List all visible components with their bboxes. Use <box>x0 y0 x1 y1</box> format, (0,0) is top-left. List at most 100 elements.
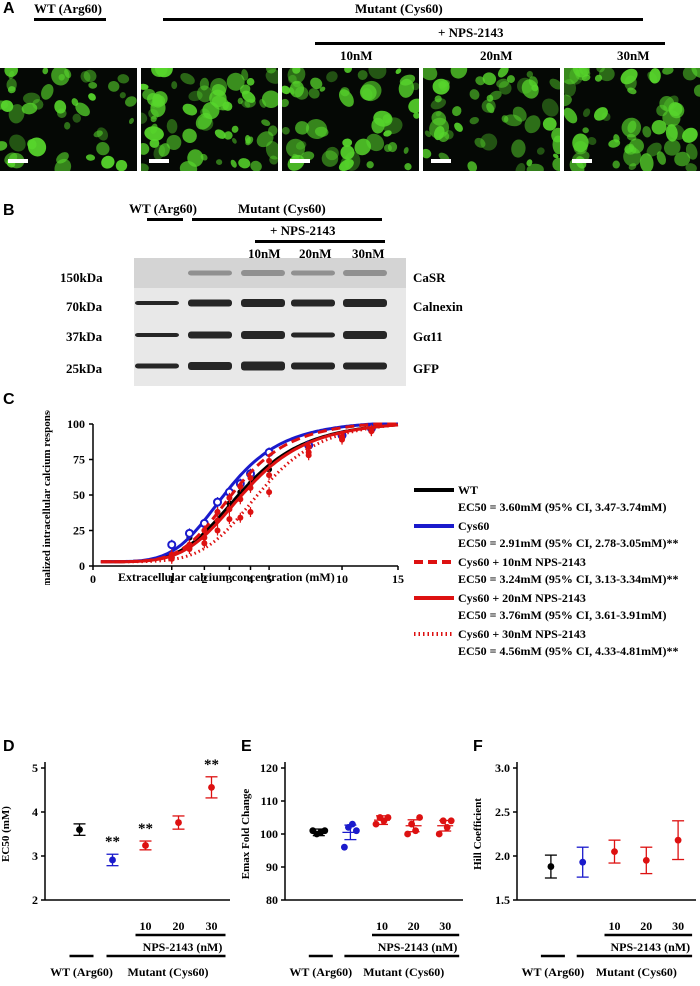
y-axis-label: Normalized intracellular calcium respons… <box>41 410 53 585</box>
cell <box>240 100 251 109</box>
y-tick-label: 0 <box>79 559 85 573</box>
cell <box>0 100 14 112</box>
dose-label: 30 <box>439 919 451 933</box>
western-blot <box>134 258 406 386</box>
cell <box>182 103 198 116</box>
cell <box>256 131 274 148</box>
cell <box>582 127 589 134</box>
cell <box>27 139 37 150</box>
data-point <box>349 820 356 828</box>
cell <box>469 116 479 125</box>
cell <box>340 87 350 97</box>
cell <box>552 135 560 155</box>
cell <box>141 163 149 171</box>
data-point <box>201 540 208 547</box>
cell <box>295 121 310 135</box>
kda-37: 37kDa <box>66 329 103 344</box>
y-tick-label: 50 <box>73 488 85 502</box>
cell <box>158 143 170 157</box>
significance-mark: ** <box>138 821 153 837</box>
panel-a-letter: A <box>3 0 15 17</box>
cell <box>649 68 661 84</box>
cell <box>344 68 352 73</box>
panel-c-letter: C <box>3 391 15 408</box>
cell <box>623 147 642 167</box>
cell <box>526 163 544 171</box>
data-point <box>237 483 244 490</box>
cell <box>32 99 44 110</box>
data-point <box>168 555 175 562</box>
blot-band <box>343 331 387 339</box>
micrograph-cells <box>564 68 700 171</box>
legend: WT EC50 = 3.60mM (95% CI, 3.47-3.74mM) Cys… <box>414 483 678 658</box>
blot-band <box>291 332 335 338</box>
cell <box>573 141 588 155</box>
cell <box>72 113 82 123</box>
mutant-label: Mutant (Cys60) <box>363 965 444 979</box>
cell <box>231 125 239 133</box>
blot-band <box>188 362 232 370</box>
cell <box>230 159 237 168</box>
cell <box>521 79 539 99</box>
significance-mark: ** <box>105 834 120 850</box>
panel-a-nps-label: + NPS-2143 <box>438 25 504 40</box>
data-point <box>201 527 208 534</box>
data-point <box>353 827 360 835</box>
cell <box>180 73 195 85</box>
cell <box>214 129 226 139</box>
panel-b-dose-30: 30nM <box>352 246 385 261</box>
data-point <box>175 819 182 826</box>
cell <box>151 68 168 77</box>
cell <box>424 130 432 138</box>
cell <box>403 147 409 154</box>
cell <box>80 71 91 83</box>
cell <box>526 159 533 167</box>
y-axis-label: EC50 (mM) <box>0 806 12 862</box>
cell <box>289 80 305 98</box>
cell <box>141 112 148 124</box>
cell <box>321 150 339 167</box>
blot-band <box>291 299 335 307</box>
legend-ec50: EC50 = 4.56mM (95% CI, 4.33-4.81mM)** <box>458 644 678 658</box>
panel-b-nps-bar <box>255 240 385 243</box>
cell <box>541 98 559 117</box>
cell <box>42 68 49 75</box>
y-tick-label: 4 <box>32 805 38 819</box>
data-point <box>368 428 375 435</box>
cell <box>265 140 278 160</box>
kda-25: 25kDa <box>66 361 103 376</box>
y-tick-label: 110 <box>261 794 278 808</box>
cell <box>536 147 545 155</box>
cell <box>338 159 354 171</box>
y-axis-label: Emax Fold Change <box>240 789 252 880</box>
data-point <box>408 820 415 828</box>
data-point <box>266 472 273 479</box>
cell <box>305 119 328 140</box>
cell <box>489 90 502 101</box>
y-tick-label: 75 <box>73 453 85 467</box>
blot-band <box>343 362 387 370</box>
legend-name: Cys60 + 30nM NPS-2143 <box>458 627 586 641</box>
cell <box>150 115 157 123</box>
cell <box>452 106 462 117</box>
data-point <box>247 484 254 491</box>
panel-a-dose-10: 10nM <box>340 48 373 63</box>
data-point <box>443 824 451 831</box>
data-point <box>372 820 380 828</box>
y-axis-label: Hill Coefficient <box>472 798 484 870</box>
panel-b-dose-10: 10nM <box>248 246 281 261</box>
cell <box>467 161 478 171</box>
cell <box>182 128 197 143</box>
cell <box>9 134 26 152</box>
data-point <box>447 817 455 825</box>
data-point <box>226 494 233 501</box>
cell <box>628 163 637 171</box>
cell <box>340 145 355 160</box>
cell <box>241 90 256 103</box>
panel-a-nps-bar <box>315 42 665 45</box>
cell <box>383 130 392 137</box>
micrograph-wt <box>0 68 137 171</box>
cell <box>674 151 691 167</box>
cell <box>166 134 182 150</box>
cell <box>620 68 638 85</box>
